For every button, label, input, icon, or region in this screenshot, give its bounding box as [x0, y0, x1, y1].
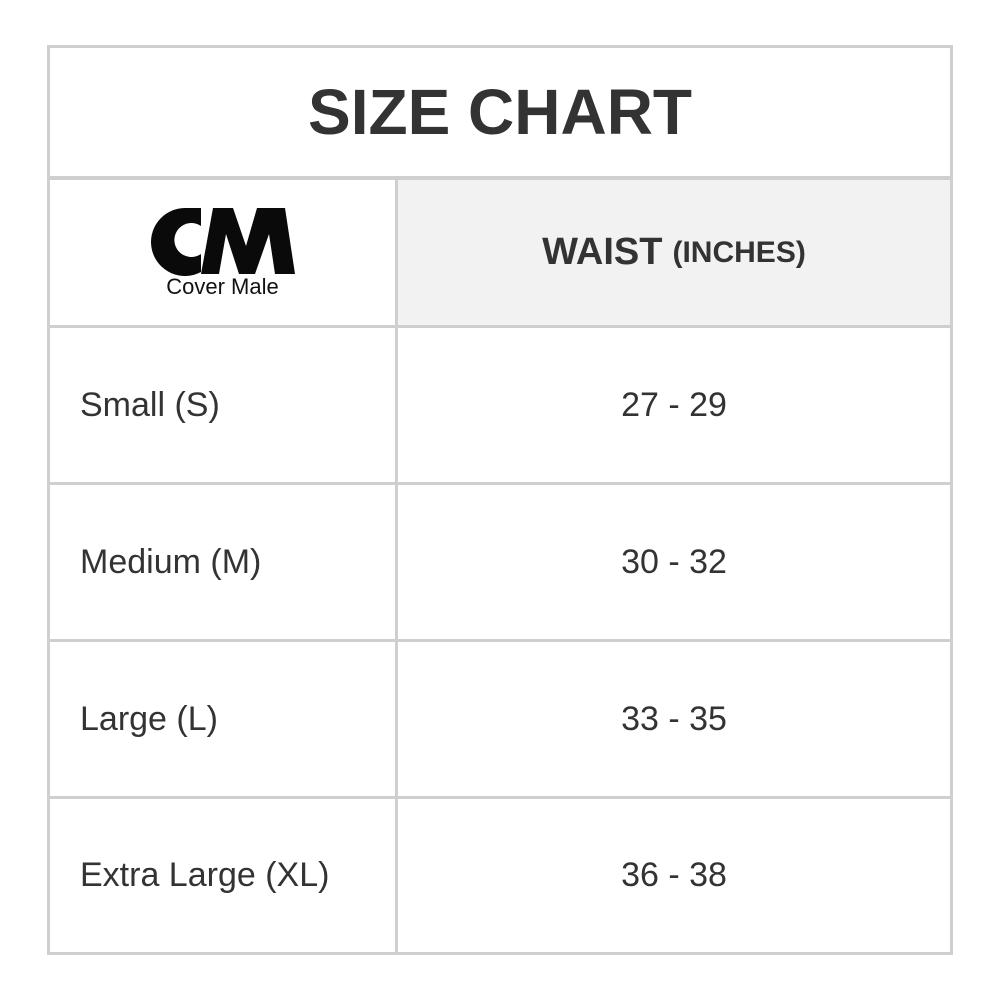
size-cell: Small (S): [50, 328, 398, 482]
size-chart-table: SIZE CHART Cover Male WAIST (INCHES) Sma…: [47, 45, 953, 955]
logo-cell: Cover Male: [50, 180, 398, 325]
cover-male-logo: Cover Male: [149, 206, 297, 300]
header-row: Cover Male WAIST (INCHES): [50, 180, 950, 328]
size-cell: Large (L): [50, 642, 398, 796]
table-row: Extra Large (XL) 36 - 38: [50, 799, 950, 952]
waist-header: WAIST (INCHES): [398, 180, 950, 325]
waist-cell: 36 - 38: [621, 856, 727, 894]
table-row: Medium (M) 30 - 32: [50, 485, 950, 642]
waist-cell: 30 - 32: [621, 542, 727, 581]
logo-subtitle: Cover Male: [166, 273, 279, 299]
cm-logo-icon: [150, 207, 295, 276]
waist-header-label: WAIST: [542, 231, 663, 273]
waist-header-unit: (INCHES): [672, 235, 806, 269]
waist-cell: 33 - 35: [621, 699, 727, 738]
table-row: Large (L) 33 - 35: [50, 642, 950, 799]
size-cell: Medium (M): [50, 485, 398, 639]
size-cell: Extra Large (XL): [50, 799, 398, 952]
chart-title: SIZE CHART: [50, 48, 950, 180]
table-row: Small (S) 27 - 29: [50, 328, 950, 485]
waist-cell: 27 - 29: [621, 385, 727, 424]
